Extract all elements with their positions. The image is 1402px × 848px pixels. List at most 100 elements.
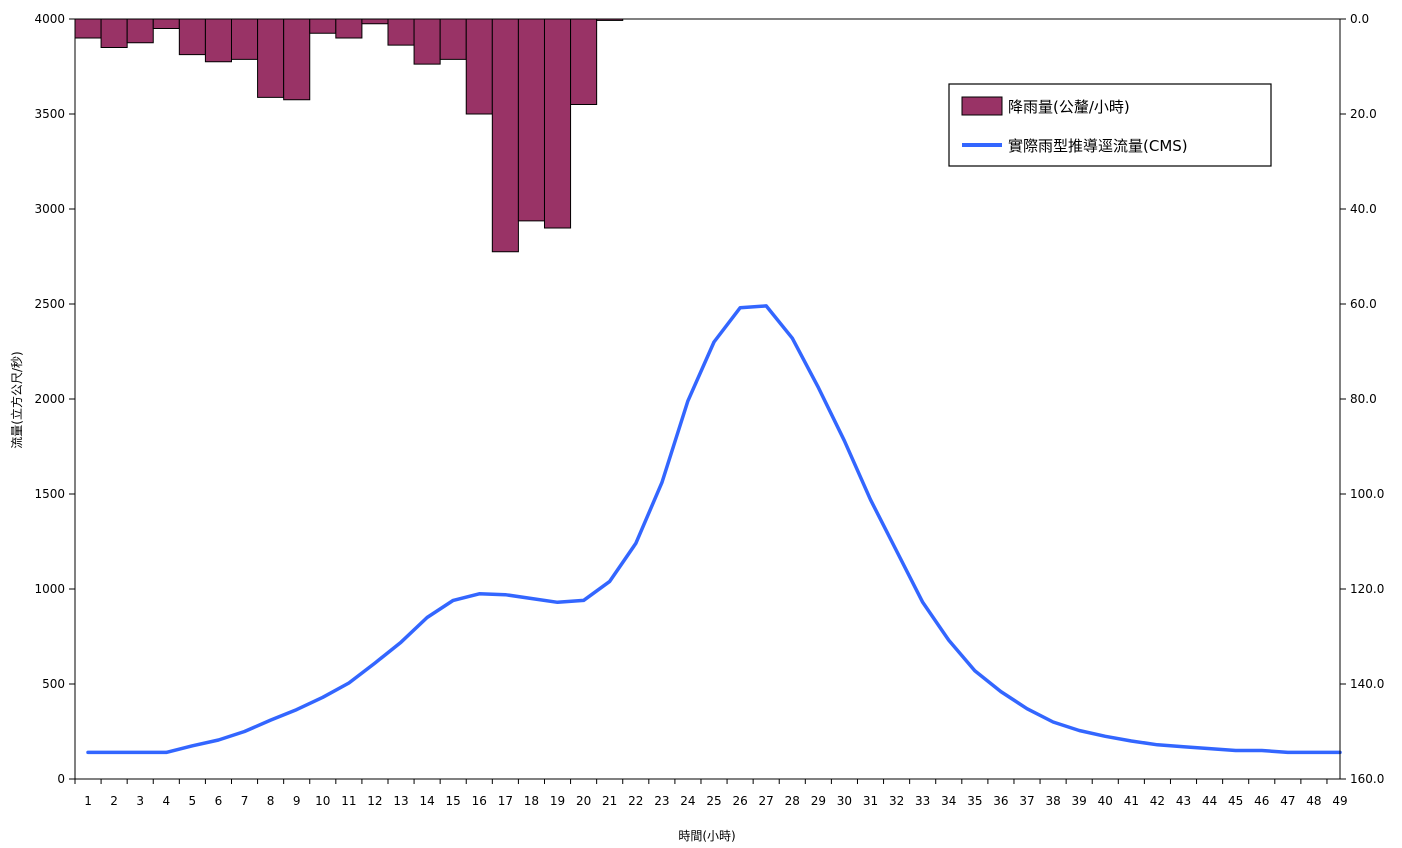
x-tick-label: 24	[680, 794, 695, 808]
x-tick-label: 11	[341, 794, 356, 808]
x-tick-label: 40	[1098, 794, 1113, 808]
x-tick-label: 39	[1072, 794, 1087, 808]
x-tick-label: 36	[993, 794, 1008, 808]
x-tick-label: 47	[1280, 794, 1295, 808]
right-tick-label: 60.0	[1350, 297, 1377, 311]
x-tick-label: 44	[1202, 794, 1217, 808]
rainfall-bar	[491, 18, 519, 253]
x-tick-label: 14	[419, 794, 434, 808]
x-tick-label: 42	[1150, 794, 1165, 808]
x-tick-label: 34	[941, 794, 956, 808]
x-tick-label: 12	[367, 794, 382, 808]
x-tick-label: 5	[189, 794, 197, 808]
rainfall-bar	[439, 18, 467, 60]
rainfall-bar	[74, 18, 102, 39]
right-tick-label: 40.0	[1350, 202, 1377, 216]
x-tick-label: 13	[393, 794, 408, 808]
x-tick-label: 22	[628, 794, 643, 808]
x-tick-label: 6	[215, 794, 223, 808]
x-tick-label: 49	[1332, 794, 1347, 808]
x-tick-label: 20	[576, 794, 591, 808]
left-tick-label: 2500	[34, 297, 65, 311]
left-tick-label: 3500	[34, 107, 65, 121]
x-tick-label: 1	[84, 794, 92, 808]
x-tick-label: 2	[110, 794, 118, 808]
x-tick-label: 8	[267, 794, 275, 808]
x-tick-label: 15	[446, 794, 461, 808]
x-tick-label: 46	[1254, 794, 1269, 808]
right-tick-label: 120.0	[1350, 582, 1384, 596]
x-tick-label: 45	[1228, 794, 1243, 808]
x-tick-label: 37	[1019, 794, 1034, 808]
left-tick-label: 1000	[34, 582, 65, 596]
left-tick-label: 0	[57, 772, 65, 786]
rainfall-bar	[517, 18, 545, 222]
rainfall-bar	[543, 18, 572, 229]
x-tick-label: 17	[498, 794, 513, 808]
x-tick-label: 31	[863, 794, 878, 808]
rainfall-bar	[126, 18, 154, 44]
y-axis-title: 流量(立方公尺/秒)	[9, 351, 24, 448]
rainfall-bar	[257, 18, 285, 98]
x-tick-label: 26	[732, 794, 747, 808]
right-tick-label: 80.0	[1350, 392, 1377, 406]
right-tick-label: 0.0	[1350, 12, 1369, 26]
x-tick-label: 7	[241, 794, 249, 808]
left-tick-label: 1500	[34, 487, 65, 501]
x-tick-label: 43	[1176, 794, 1191, 808]
runoff-series-line	[86, 304, 1342, 755]
axes: 0 500 1000 1500 2000 2500 3000 3500 4000 0.0 20.0 4…	[34, 12, 1384, 808]
left-tick-label: 4000	[34, 12, 65, 26]
left-tick-label: 3000	[34, 202, 65, 216]
x-tick-label: 41	[1124, 794, 1139, 808]
x-tick-label: 4	[162, 794, 170, 808]
x-tick-label: 33	[915, 794, 930, 808]
right-tick-label: 20.0	[1350, 107, 1377, 121]
x-tick-label: 16	[472, 794, 487, 808]
right-tick-label: 100.0	[1350, 487, 1384, 501]
rainfall-bar	[335, 18, 363, 39]
x-tick-label: 25	[706, 794, 721, 808]
legend-rainfall-swatch	[961, 96, 1003, 116]
legend-rainfall-label: 降雨量(公釐/小時)	[1008, 98, 1130, 116]
x-tick-label: 28	[785, 794, 800, 808]
rainfall-bar	[283, 18, 311, 101]
x-tick-label: 30	[837, 794, 852, 808]
rainfall-bar	[152, 18, 180, 29]
left-tick-label: 500	[42, 677, 65, 691]
rainfall-bars	[74, 18, 624, 253]
x-tick-label: 21	[602, 794, 617, 808]
rainfall-bar	[204, 18, 232, 63]
legend-box	[948, 83, 1272, 167]
rainfall-bar	[230, 18, 259, 60]
legend-runoff-label: 實際雨型推導逕流量(CMS)	[1008, 137, 1188, 155]
rainfall-bar	[361, 18, 389, 25]
x-tick-label: 9	[293, 794, 301, 808]
x-tick-label: 23	[654, 794, 669, 808]
x-tick-label: 29	[811, 794, 826, 808]
rainfall-bar	[178, 18, 206, 56]
x-tick-label: 19	[550, 794, 565, 808]
x-tick-label: 18	[524, 794, 539, 808]
rainfall-bar	[100, 18, 128, 48]
rainfall-bar	[309, 18, 337, 34]
x-tick-label: 48	[1306, 794, 1321, 808]
rainfall-bar	[570, 18, 598, 105]
rainfall-bar	[413, 18, 441, 65]
rainfall-bar	[596, 18, 624, 21]
rainfall-bar	[465, 18, 493, 115]
right-tick-label: 140.0	[1350, 677, 1384, 691]
x-tick-label: 38	[1045, 794, 1060, 808]
x-tick-label: 10	[315, 794, 330, 808]
x-tick-label: 27	[759, 794, 774, 808]
x-tick-label: 32	[889, 794, 904, 808]
rainfall-bar	[387, 18, 415, 46]
left-tick-label: 2000	[34, 392, 65, 406]
x-tick-label: 3	[136, 794, 144, 808]
runoff-line	[86, 304, 1342, 755]
right-tick-label: 160.0	[1350, 772, 1384, 786]
legend: 降雨量(公釐/小時) 實際雨型推導逕流量(CMS)	[948, 83, 1272, 167]
x-tick-label: 35	[967, 794, 982, 808]
x-axis-title: 時間(小時)	[678, 829, 735, 843]
